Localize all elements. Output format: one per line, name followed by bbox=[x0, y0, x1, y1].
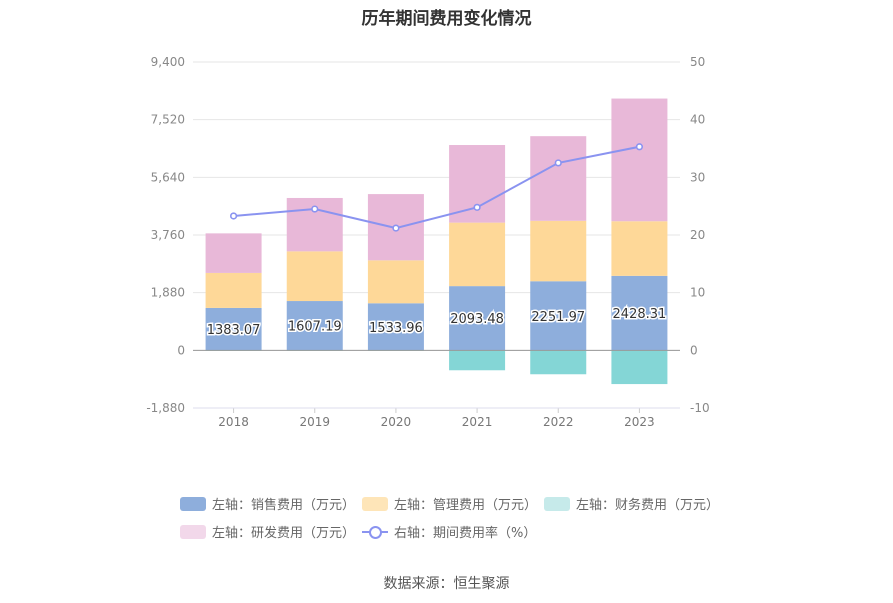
x-tick-label: 2020 bbox=[381, 415, 412, 429]
right-tick-label: 0 bbox=[690, 343, 698, 357]
legend-label-admin: 左轴：管理费用（万元） bbox=[394, 498, 538, 513]
x-tick-label: 2022 bbox=[543, 415, 574, 429]
bar-segment-0 bbox=[286, 301, 343, 351]
bar-segment-1 bbox=[367, 260, 424, 304]
legend-item-admin[interactable]: 左轴：管理费用（万元） bbox=[362, 494, 537, 513]
data-label-sales: 1607.19 bbox=[288, 320, 342, 335]
rate-point bbox=[229, 212, 238, 220]
legend-item-finance[interactable]: 左轴：财务费用（万元） bbox=[544, 494, 719, 513]
legend-swatch-rnd bbox=[180, 524, 206, 539]
bar-segment-1 bbox=[611, 221, 668, 276]
data-label-sales: 1533.96 bbox=[369, 321, 423, 336]
data-label-sales: 2428.31 bbox=[613, 307, 667, 322]
legend-item-rnd[interactable]: 左轴：研发费用（万元） bbox=[180, 522, 355, 541]
bar-segment-0 bbox=[367, 303, 424, 351]
bar-segment-3 bbox=[205, 233, 262, 273]
bar-segment-2 bbox=[530, 350, 587, 375]
bar-segment-0 bbox=[611, 275, 668, 351]
legend-swatch-finance bbox=[544, 496, 570, 511]
legend-label-finance: 左轴：财务费用（万元） bbox=[576, 498, 720, 513]
x-tick-label: 2021 bbox=[462, 415, 493, 429]
right-tick-label: 50 bbox=[690, 55, 705, 69]
bar-segment-1 bbox=[449, 222, 506, 287]
bar-segment-3 bbox=[611, 98, 668, 222]
bar-segment-0 bbox=[205, 307, 262, 351]
left-tick-label: 0 bbox=[177, 343, 185, 357]
legend-label-rnd: 左轴：研发费用（万元） bbox=[212, 526, 356, 541]
bar-segment-2 bbox=[611, 350, 668, 385]
bar-segment-0 bbox=[449, 286, 506, 351]
bar-segment-2 bbox=[449, 350, 506, 371]
chart-plot: 9,400 50 7,520 40 5,640 30 3,760 20 1,880 10 0 0 -1,… bbox=[146, 55, 710, 429]
left-tick-label: 5,640 bbox=[151, 170, 185, 184]
data-label-sales: 2251.97 bbox=[531, 310, 585, 325]
rate-point bbox=[473, 203, 481, 211]
right-tick-label: -10 bbox=[690, 401, 710, 415]
legend-line-rate-icon bbox=[362, 525, 388, 539]
bar-segment-0 bbox=[530, 281, 587, 351]
rate-point bbox=[311, 205, 319, 213]
left-tick-label: -1,880 bbox=[146, 401, 185, 415]
rate-point bbox=[392, 224, 400, 232]
legend-swatch-admin bbox=[362, 496, 388, 511]
bar-segment-1 bbox=[205, 272, 262, 308]
left-tick-label: 3,760 bbox=[151, 228, 185, 242]
left-tick-label: 7,520 bbox=[151, 113, 185, 127]
rate-line bbox=[233, 145, 640, 230]
x-tick-label: 2018 bbox=[218, 415, 249, 429]
legend-item-rate[interactable]: 右轴：期间费用率（%） bbox=[362, 522, 536, 541]
legend-swatch-sales bbox=[180, 496, 206, 511]
data-label-sales: 1383.07 bbox=[207, 323, 261, 338]
legend-label-rate: 右轴：期间费用率（%） bbox=[394, 526, 537, 541]
x-tick-label: 2019 bbox=[299, 415, 330, 429]
data-label-sales: 2093.48 bbox=[450, 312, 504, 327]
left-tick-label: 9,400 bbox=[151, 55, 185, 69]
bar-segment-3 bbox=[530, 136, 587, 221]
rate-point bbox=[635, 143, 644, 151]
legend-item-sales[interactable]: 左轴：销售费用（万元） bbox=[180, 494, 355, 513]
right-tick-label: 30 bbox=[690, 170, 705, 184]
chart-title: 历年期间费用变化情况 bbox=[361, 9, 532, 29]
left-tick-label: 1,880 bbox=[151, 286, 185, 300]
right-tick-label: 10 bbox=[690, 286, 705, 300]
right-tick-label: 40 bbox=[690, 113, 705, 127]
bar-segment-3 bbox=[449, 145, 506, 223]
bar-segment-1 bbox=[530, 220, 587, 282]
bar-segment-1 bbox=[286, 251, 343, 302]
rate-point bbox=[554, 159, 562, 167]
x-tick-label: 2023 bbox=[624, 415, 655, 429]
legend-label-sales: 左轴：销售费用（万元） bbox=[212, 498, 356, 513]
right-tick-label: 20 bbox=[690, 228, 705, 242]
data-source: 数据来源：恒生聚源 bbox=[383, 576, 510, 592]
